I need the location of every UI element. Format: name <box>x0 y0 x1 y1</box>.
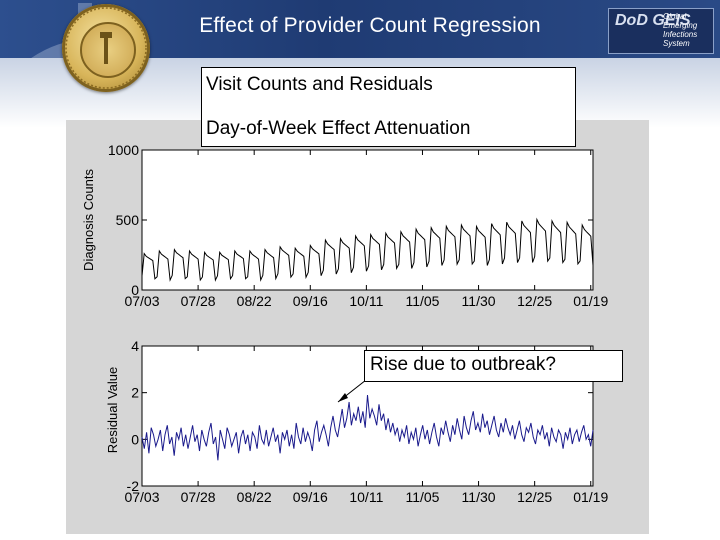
residual-series-line <box>141 394 594 461</box>
page-title: Effect of Provider Count Regression <box>199 14 541 37</box>
y-tick-label: 1000 <box>108 142 139 158</box>
x-tick-label: 07/03 <box>124 293 159 309</box>
charts-svg: 1000 500 0 07/03 07/28 08/22 09/16 10/11 11/05 1… <box>81 142 608 505</box>
y-tick-label: 500 <box>116 212 140 228</box>
diagnosis-counts-series-line <box>141 217 594 282</box>
x-tick-label: 10/11 <box>349 293 383 309</box>
top-y-tick-labels: 1000 500 0 <box>108 142 139 298</box>
logo-line-4: System <box>663 39 690 48</box>
annotation-arrowhead <box>338 393 348 402</box>
y-tick-label: 4 <box>131 338 139 354</box>
x-tick-label: 07/28 <box>181 293 216 309</box>
dod-geis-logo: DoD GEIS Global Emerging Infections Syst… <box>608 8 714 54</box>
x-tick-label: 08/22 <box>237 489 272 505</box>
logo-subtitle: Global Emerging Infections System <box>663 12 697 48</box>
logo-line-2: Emerging <box>663 21 698 30</box>
x-tick-label: 11/30 <box>462 489 496 505</box>
logo-mark: DoD GEIS <box>615 12 691 29</box>
x-tick-label: 11/30 <box>462 293 496 309</box>
x-tick-label: 09/16 <box>293 293 328 309</box>
callout-line-2: Day-of-Week Effect Attenuation <box>206 118 471 139</box>
x-tick-label: 01/19 <box>573 489 608 505</box>
logo-line-1: Global <box>663 12 687 21</box>
annotation-box <box>364 350 623 382</box>
x-tick-label: 12/25 <box>517 489 552 505</box>
x-tick-label: 11/05 <box>405 489 439 505</box>
top-plot-area <box>141 149 594 291</box>
x-tick-label: 11/05 <box>405 293 439 309</box>
bottom-x-tick-labels: 07/03 07/28 08/22 09/16 10/11 11/05 11/30 12/25… <box>124 489 608 505</box>
y-tick-label: 0 <box>131 431 139 447</box>
x-tick-label: 01/19 <box>573 293 608 309</box>
seal-glyph <box>65 7 147 89</box>
x-tick-label: 07/03 <box>124 489 159 505</box>
x-tick-label: 07/28 <box>181 489 216 505</box>
bottom-y-tick-labels: 4 2 0 -2 <box>127 338 140 494</box>
title-callout-box <box>201 67 576 147</box>
bottom-y-axis-label: Residual Value <box>105 367 120 453</box>
x-tick-label: 12/25 <box>517 293 552 309</box>
callout-line-1: Visit Counts and Residuals <box>206 74 433 95</box>
x-tick-label: 08/22 <box>237 293 272 309</box>
y-tick-label: -2 <box>127 478 140 494</box>
university-seal-icon <box>62 4 150 92</box>
annotation-label: Rise due to outbreak? <box>370 354 556 375</box>
x-tick-label: 09/16 <box>293 489 328 505</box>
x-tick-label: 10/11 <box>349 489 383 505</box>
top-y-axis-label: Diagnosis Counts <box>81 169 96 271</box>
logo-line-3: Infections <box>663 30 698 39</box>
y-tick-label: 2 <box>131 385 139 401</box>
top-x-tick-labels: 07/03 07/28 08/22 09/16 10/11 11/05 11/30 12/25… <box>124 293 608 309</box>
tick-marks <box>141 149 593 487</box>
y-tick-label: 0 <box>131 282 139 298</box>
